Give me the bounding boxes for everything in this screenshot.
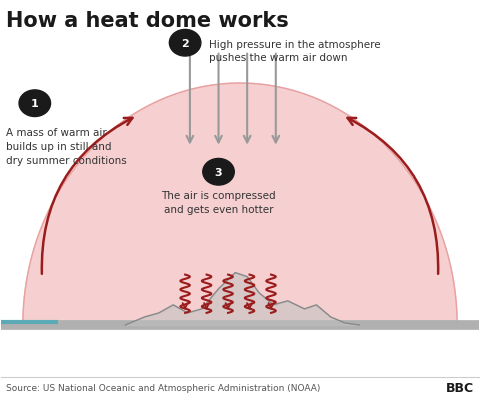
Text: 3: 3 <box>215 167 222 177</box>
Circle shape <box>203 159 234 185</box>
Text: A mass of warm air
builds up in still and
dry summer conditions: A mass of warm air builds up in still an… <box>6 128 127 165</box>
Text: 2: 2 <box>181 38 189 49</box>
Text: 1: 1 <box>31 99 39 109</box>
Text: High pressure in the atmosphere
pushes the warm air down: High pressure in the atmosphere pushes t… <box>209 40 381 63</box>
Circle shape <box>169 30 201 57</box>
Text: The air is compressed
and gets even hotter: The air is compressed and gets even hott… <box>161 190 276 214</box>
Circle shape <box>19 91 50 117</box>
Text: How a heat dome works: How a heat dome works <box>6 11 289 32</box>
Text: Source: US National Oceanic and Atmospheric Administration (NOAA): Source: US National Oceanic and Atmosphe… <box>6 383 321 392</box>
Polygon shape <box>23 84 457 325</box>
Text: BBC: BBC <box>446 381 474 394</box>
